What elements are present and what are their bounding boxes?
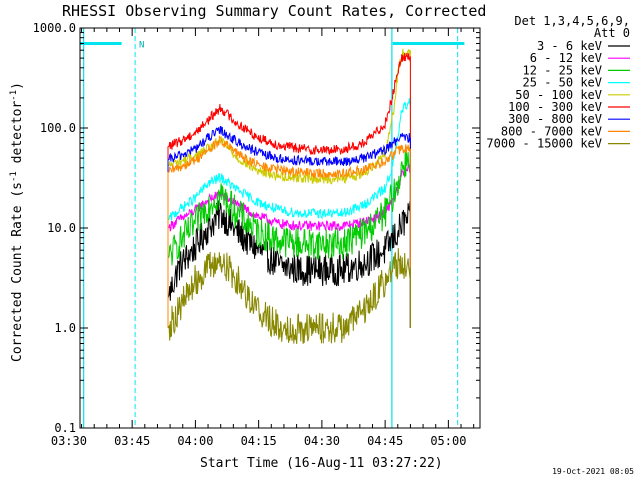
legend-label-0: 3 - 6 keV [537,39,602,53]
y-tick-label-0: 0.1 [54,421,76,435]
y-tick-label-1: 1.0 [54,321,76,335]
series-line-6 [167,125,411,328]
legend-label-1: 6 - 12 keV [530,51,602,65]
footer-date: 19-Oct-2021 08:05 [552,467,634,476]
y-tick-label-3: 100.0 [40,121,76,135]
y-axis-label: Corrected Count Rate (s-1 detector-1) [9,82,25,362]
x-axis-label: Start Time (16-Aug-11 03:27:22) [200,456,443,471]
series-line-0 [167,200,411,328]
interval-flag-label: N [139,40,144,50]
legend-label-3: 25 - 50 keV [523,76,602,90]
legend-label-2: 12 - 25 keV [523,63,602,77]
chart-title: RHESSI Observing Summary Count Rates, Co… [62,2,486,20]
y-label-sup-2: -1 [9,90,19,101]
series-line-4 [167,48,411,328]
legend-label-7: 800 - 7000 keV [501,124,602,138]
axes: 0.1 1.0 10.0 100.0 1000.0 03:30 03:45 04:00 04:1… [33,21,480,448]
x-tick-label-4: 04:30 [304,434,340,448]
legend-label-4: 50 - 100 keV [515,88,602,102]
legend-label-6: 300 - 800 keV [508,112,602,126]
x-tick-label-6: 05:00 [430,434,466,448]
legend-header-line-2: Att 0 [594,26,630,40]
y-label-prefix: Corrected Count Rate (s [10,182,25,362]
y-label-sup: -1 [9,171,19,182]
legend-header-line-1: Det 1,3,4,5,6,9, [514,14,630,28]
x-tick-label-5: 04:45 [367,434,403,448]
series-line-5 [167,52,411,328]
y-label-mid: detector [10,101,25,172]
legend-label-5: 100 - 300 keV [508,100,602,114]
y-label-suffix: ) [10,82,25,90]
x-tick-label-3: 04:15 [241,434,277,448]
series-line-3 [167,98,411,328]
x-tick-label-1: 03:45 [114,434,150,448]
x-tick-label-0: 03:30 [51,434,87,448]
y-tick-label-4: 1000.0 [33,21,76,35]
y-tick-label-2: 10.0 [47,221,76,235]
series-line-2 [167,148,411,328]
plot-marks: N [79,28,465,428]
x-tick-label-2: 04:00 [177,434,213,448]
plot-frame [79,27,481,429]
series-line-7 [167,134,411,328]
series-line-8 [167,248,411,344]
legend-label-8: 7000 - 15000 keV [486,137,602,151]
